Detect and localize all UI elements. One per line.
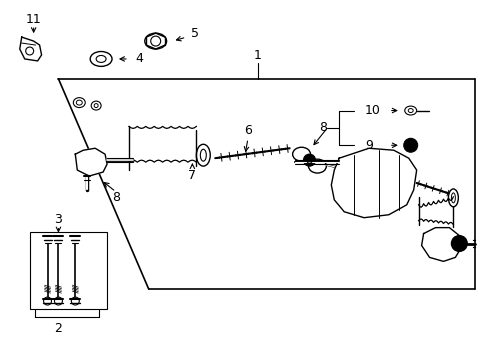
Polygon shape: [75, 148, 107, 176]
Text: 1: 1: [253, 49, 261, 63]
Bar: [30, 231, 107, 309]
Text: 3: 3: [54, 213, 62, 226]
Text: 6: 6: [244, 124, 251, 137]
Text: 9: 9: [365, 139, 372, 152]
Ellipse shape: [447, 189, 457, 207]
Text: 11: 11: [26, 13, 41, 26]
Text: 4: 4: [135, 53, 142, 66]
Circle shape: [450, 235, 467, 251]
Text: 7: 7: [188, 168, 196, 181]
Text: 10: 10: [365, 104, 380, 117]
Circle shape: [303, 154, 315, 166]
Text: 2: 2: [54, 322, 62, 336]
Circle shape: [403, 138, 417, 152]
Polygon shape: [421, 228, 460, 261]
Text: 8: 8: [112, 192, 120, 204]
Polygon shape: [331, 148, 416, 218]
Polygon shape: [20, 37, 41, 61]
Ellipse shape: [292, 147, 310, 161]
Ellipse shape: [308, 159, 325, 173]
Text: 8: 8: [319, 121, 327, 134]
Text: 5: 5: [191, 27, 199, 40]
Ellipse shape: [404, 106, 416, 115]
